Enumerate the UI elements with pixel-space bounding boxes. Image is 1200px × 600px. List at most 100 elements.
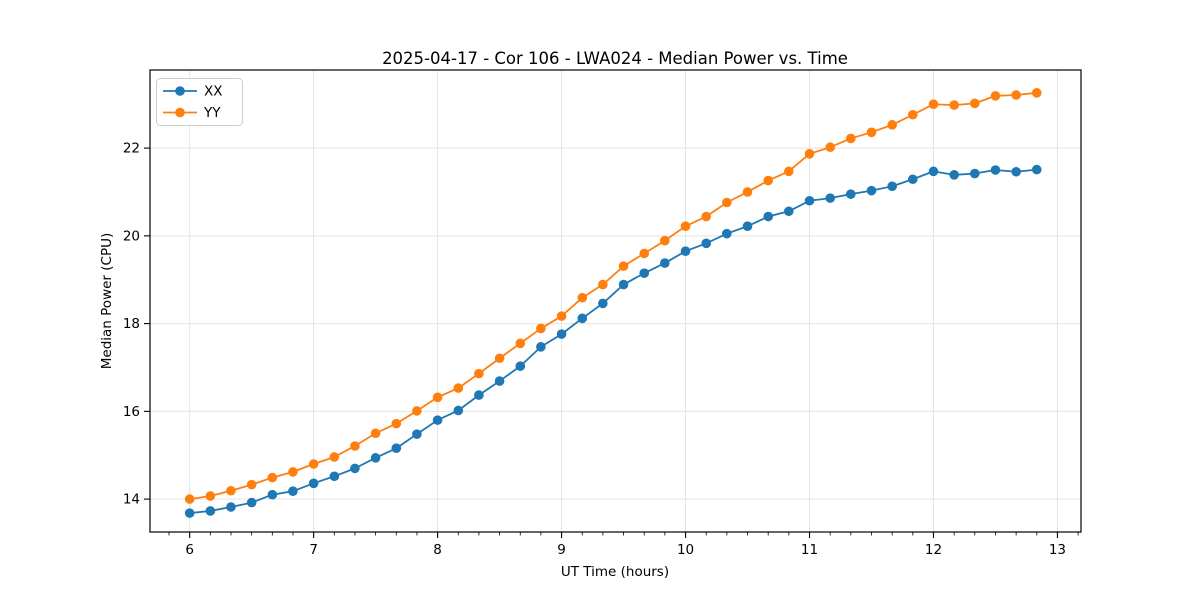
data-point-yy xyxy=(370,428,381,439)
data-point-yy xyxy=(866,127,877,138)
data-point-xx xyxy=(536,342,546,352)
data-point-yy xyxy=(494,353,505,364)
series-line-yy xyxy=(188,91,1038,500)
data-point-yy xyxy=(907,109,918,120)
data-point-yy xyxy=(577,292,588,303)
x-axis-label: UT Time (hours) xyxy=(561,564,669,580)
data-point-yy xyxy=(887,120,897,130)
data-point-yy xyxy=(680,221,691,231)
data-point-xx xyxy=(804,195,815,206)
data-point-yy xyxy=(391,418,402,429)
x-tick-label: 6 xyxy=(185,542,194,558)
data-point-yy xyxy=(618,261,629,271)
data-point-yy xyxy=(267,472,278,483)
data-point-xx xyxy=(763,211,774,222)
data-point-xx xyxy=(494,376,505,386)
data-point-xx xyxy=(639,268,650,278)
x-tick-label: 13 xyxy=(1049,542,1066,558)
data-point-yy xyxy=(928,99,939,110)
data-point-yy xyxy=(515,338,526,349)
y-tick-label: 16 xyxy=(123,404,140,420)
data-point-xx xyxy=(267,489,278,500)
data-point-yy xyxy=(763,175,774,186)
legend-marker-yy xyxy=(175,107,185,118)
data-point-xx xyxy=(515,361,526,371)
data-point-xx xyxy=(928,166,939,177)
x-tick-label: 12 xyxy=(925,542,942,558)
data-point-yy xyxy=(205,491,216,501)
data-point-xx xyxy=(845,189,856,199)
data-point-xx xyxy=(412,429,422,439)
legend: XX YY xyxy=(156,78,243,126)
data-point-yy xyxy=(350,441,360,451)
data-point-xx xyxy=(226,502,236,512)
data-point-yy xyxy=(990,91,1001,101)
data-point-yy xyxy=(804,149,815,159)
data-point-xx xyxy=(680,246,691,257)
legend-label-xx: XX xyxy=(204,84,223,100)
data-point-xx xyxy=(949,170,959,180)
data-point-yy xyxy=(184,494,195,504)
data-point-xx xyxy=(701,238,712,249)
data-point-xx xyxy=(246,497,257,508)
data-point-xx xyxy=(1031,164,1042,175)
data-point-yy xyxy=(246,479,257,490)
y-tick-label: 14 xyxy=(123,492,140,508)
data-point-xx xyxy=(205,506,216,516)
data-point-xx xyxy=(577,313,588,324)
data-point-yy xyxy=(784,166,794,177)
data-point-xx xyxy=(391,443,402,453)
data-point-yy xyxy=(556,311,567,321)
x-tick-label: 8 xyxy=(433,542,442,558)
x-tick-label: 9 xyxy=(557,542,566,558)
axes-layer: 6 7 8 9 10 11 12 13 14 16 18 20 22 xyxy=(123,69,1082,558)
data-point-xx xyxy=(825,193,836,203)
axes-box xyxy=(149,69,1082,533)
data-point-xx xyxy=(742,221,753,231)
x-tick-label: 11 xyxy=(801,542,818,558)
data-point-xx xyxy=(990,165,1001,175)
data-point-xx xyxy=(618,279,629,290)
data-point-xx xyxy=(288,486,298,496)
data-point-xx xyxy=(784,206,794,217)
data-point-yy xyxy=(639,248,650,259)
series-layer xyxy=(184,88,1042,518)
data-point-yy xyxy=(308,459,319,469)
data-point-yy xyxy=(474,368,484,379)
data-point-xx xyxy=(907,174,918,185)
data-point-yy xyxy=(660,235,670,246)
data-point-yy xyxy=(453,383,464,393)
grid-layer xyxy=(150,70,1081,532)
legend-box xyxy=(156,78,243,126)
data-point-yy xyxy=(598,279,608,290)
data-point-yy xyxy=(288,467,298,477)
y-tick-label: 18 xyxy=(123,316,140,332)
data-point-yy xyxy=(1031,88,1042,98)
data-point-yy xyxy=(969,98,980,109)
data-point-xx xyxy=(329,471,340,482)
x-tick-label: 7 xyxy=(309,542,318,558)
data-point-xx xyxy=(308,478,319,489)
data-point-xx xyxy=(969,168,980,179)
x-tick-label: 10 xyxy=(677,542,694,558)
data-point-xx xyxy=(887,181,897,192)
data-point-xx xyxy=(350,463,360,474)
data-point-xx xyxy=(660,258,670,268)
data-point-yy xyxy=(701,211,712,222)
y-tick-label: 20 xyxy=(123,228,140,244)
data-point-yy xyxy=(742,187,753,197)
chart-title: 2025-04-17 - Cor 106 - LWA024 - Median P… xyxy=(382,49,848,68)
y-axis-label: Median Power (CPU) xyxy=(99,233,115,369)
legend-marker-xx xyxy=(175,86,185,96)
data-point-yy xyxy=(226,485,236,496)
data-point-xx xyxy=(866,185,877,196)
data-point-xx xyxy=(722,228,732,239)
data-point-xx xyxy=(556,329,567,339)
data-point-yy xyxy=(412,406,422,416)
data-point-yy xyxy=(722,197,732,208)
data-point-yy xyxy=(845,133,856,144)
data-point-xx xyxy=(1011,166,1021,177)
data-point-yy xyxy=(1011,90,1021,100)
